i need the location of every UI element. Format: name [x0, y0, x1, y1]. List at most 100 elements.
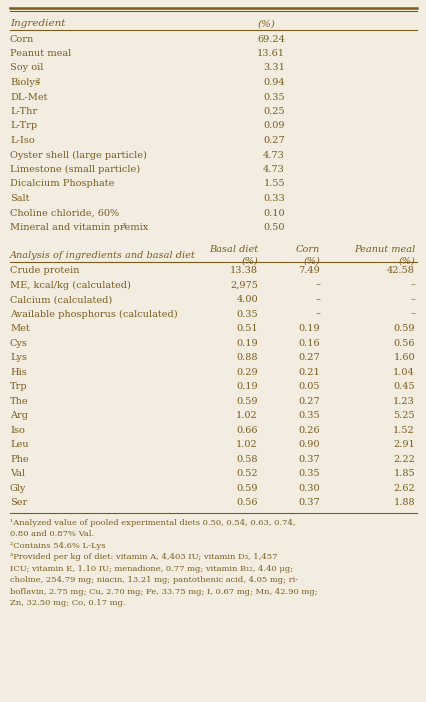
Text: 0.10: 0.10 [263, 208, 284, 218]
Text: 0.35: 0.35 [298, 469, 319, 478]
Text: 0.88: 0.88 [236, 353, 257, 362]
Text: Corn: Corn [295, 246, 319, 255]
Text: Dicalcium Phosphate: Dicalcium Phosphate [10, 180, 114, 189]
Text: 4.73: 4.73 [262, 150, 284, 159]
Text: 0.33: 0.33 [263, 194, 284, 203]
Text: (%): (%) [257, 20, 275, 29]
Text: Peanut meal: Peanut meal [353, 246, 414, 255]
Text: 0.90: 0.90 [298, 440, 319, 449]
Text: 0.80 and 0.87% Val.: 0.80 and 0.87% Val. [10, 530, 94, 538]
Text: Arg: Arg [10, 411, 28, 420]
Text: ²Contains 54.6% L-Lys: ²Contains 54.6% L-Lys [10, 542, 105, 550]
Text: 0.66: 0.66 [236, 425, 257, 435]
Text: choline, 254.79 mg; niacin, 13.21 mg; pantothenic acid, 4.05 mg; ri-: choline, 254.79 mg; niacin, 13.21 mg; pa… [10, 576, 297, 584]
Text: Lys: Lys [10, 353, 27, 362]
Text: 0.35: 0.35 [236, 310, 257, 319]
Text: 0.29: 0.29 [236, 368, 257, 377]
Text: 3: 3 [121, 222, 126, 230]
Text: –: – [314, 310, 319, 319]
Text: 0.94: 0.94 [263, 78, 284, 87]
Text: –: – [314, 295, 319, 304]
Text: Phe: Phe [10, 455, 29, 464]
Text: Gly: Gly [10, 484, 26, 493]
Text: Biolys: Biolys [10, 78, 40, 87]
Text: 0.16: 0.16 [298, 338, 319, 347]
Text: –: – [409, 281, 414, 290]
Text: 1.02: 1.02 [236, 411, 257, 420]
Text: 0.52: 0.52 [236, 469, 257, 478]
Text: (%): (%) [241, 256, 257, 265]
Text: 7.49: 7.49 [297, 266, 319, 275]
Text: 4.00: 4.00 [236, 295, 257, 304]
Text: ME, kcal/kg (calculated): ME, kcal/kg (calculated) [10, 281, 130, 290]
Text: 1.23: 1.23 [392, 397, 414, 406]
Text: 0.59: 0.59 [236, 397, 257, 406]
Text: –: – [409, 310, 414, 319]
Text: His: His [10, 368, 27, 377]
Text: 42.58: 42.58 [386, 266, 414, 275]
Text: Calcium (calculated): Calcium (calculated) [10, 295, 112, 304]
Text: 0.50: 0.50 [263, 223, 284, 232]
Text: Zn, 32.50 mg; Co, 0.17 mg.: Zn, 32.50 mg; Co, 0.17 mg. [10, 600, 125, 607]
Text: Leu: Leu [10, 440, 29, 449]
Text: 13.61: 13.61 [256, 49, 284, 58]
Text: Analysis of ingredients and basal diet: Analysis of ingredients and basal diet [10, 251, 195, 260]
Text: 0.19: 0.19 [236, 382, 257, 391]
Text: 2.91: 2.91 [392, 440, 414, 449]
Text: –: – [409, 295, 414, 304]
Text: 0.27: 0.27 [297, 397, 319, 406]
Text: L-Thr: L-Thr [10, 107, 37, 116]
Text: 1.88: 1.88 [392, 498, 414, 507]
Text: 0.45: 0.45 [392, 382, 414, 391]
Text: 0.58: 0.58 [236, 455, 257, 464]
Text: Oyster shell (large particle): Oyster shell (large particle) [10, 150, 147, 159]
Text: boflavin, 2.75 mg; Cu, 2.70 mg; Fe, 33.75 mg; I, 0.67 mg; Mn, 42.90 mg;: boflavin, 2.75 mg; Cu, 2.70 mg; Fe, 33.7… [10, 588, 317, 596]
Text: 1.52: 1.52 [392, 425, 414, 435]
Text: 4.73: 4.73 [262, 165, 284, 174]
Text: 3.31: 3.31 [262, 63, 284, 72]
Text: 0.56: 0.56 [393, 338, 414, 347]
Text: Corn: Corn [10, 34, 34, 44]
Text: 0.37: 0.37 [297, 498, 319, 507]
Text: Ingredient: Ingredient [10, 20, 65, 29]
Text: 0.27: 0.27 [297, 353, 319, 362]
Text: DL-Met: DL-Met [10, 93, 47, 102]
Text: 0.21: 0.21 [297, 368, 319, 377]
Text: 2,975: 2,975 [230, 281, 257, 290]
Text: 1.55: 1.55 [263, 180, 284, 189]
Text: L-Trp: L-Trp [10, 121, 37, 131]
Text: Choline chloride, 60%: Choline chloride, 60% [10, 208, 119, 218]
Text: 0.19: 0.19 [298, 324, 319, 333]
Text: 2: 2 [36, 77, 40, 85]
Text: 0.09: 0.09 [263, 121, 284, 131]
Text: 0.27: 0.27 [263, 136, 284, 145]
Text: (%): (%) [397, 256, 414, 265]
Text: (%): (%) [302, 256, 319, 265]
Text: 1.60: 1.60 [392, 353, 414, 362]
Text: Val: Val [10, 469, 25, 478]
Text: 0.56: 0.56 [236, 498, 257, 507]
Text: 0.35: 0.35 [298, 411, 319, 420]
Text: 13.38: 13.38 [230, 266, 257, 275]
Text: ICU; vitamin E, 1.10 IU; menadione, 0.77 mg; vitamin B₁₂, 4.40 μg;: ICU; vitamin E, 1.10 IU; menadione, 0.77… [10, 564, 292, 573]
Text: 0.26: 0.26 [298, 425, 319, 435]
Text: 0.51: 0.51 [236, 324, 257, 333]
Text: 2.22: 2.22 [392, 455, 414, 464]
Text: 0.35: 0.35 [263, 93, 284, 102]
Text: Met: Met [10, 324, 30, 333]
Text: 0.30: 0.30 [298, 484, 319, 493]
Text: Crude protein: Crude protein [10, 266, 79, 275]
Text: 5.25: 5.25 [392, 411, 414, 420]
Text: Limestone (small particle): Limestone (small particle) [10, 165, 140, 174]
Text: 0.25: 0.25 [263, 107, 284, 116]
Text: 0.59: 0.59 [393, 324, 414, 333]
Text: Mineral and vitamin premix: Mineral and vitamin premix [10, 223, 148, 232]
Text: Ser: Ser [10, 498, 27, 507]
Text: 0.59: 0.59 [236, 484, 257, 493]
Text: L-Iso: L-Iso [10, 136, 35, 145]
Text: 0.19: 0.19 [236, 338, 257, 347]
Text: 0.37: 0.37 [297, 455, 319, 464]
Text: 0.05: 0.05 [298, 382, 319, 391]
Text: –: – [314, 281, 319, 290]
Text: Cys: Cys [10, 338, 28, 347]
